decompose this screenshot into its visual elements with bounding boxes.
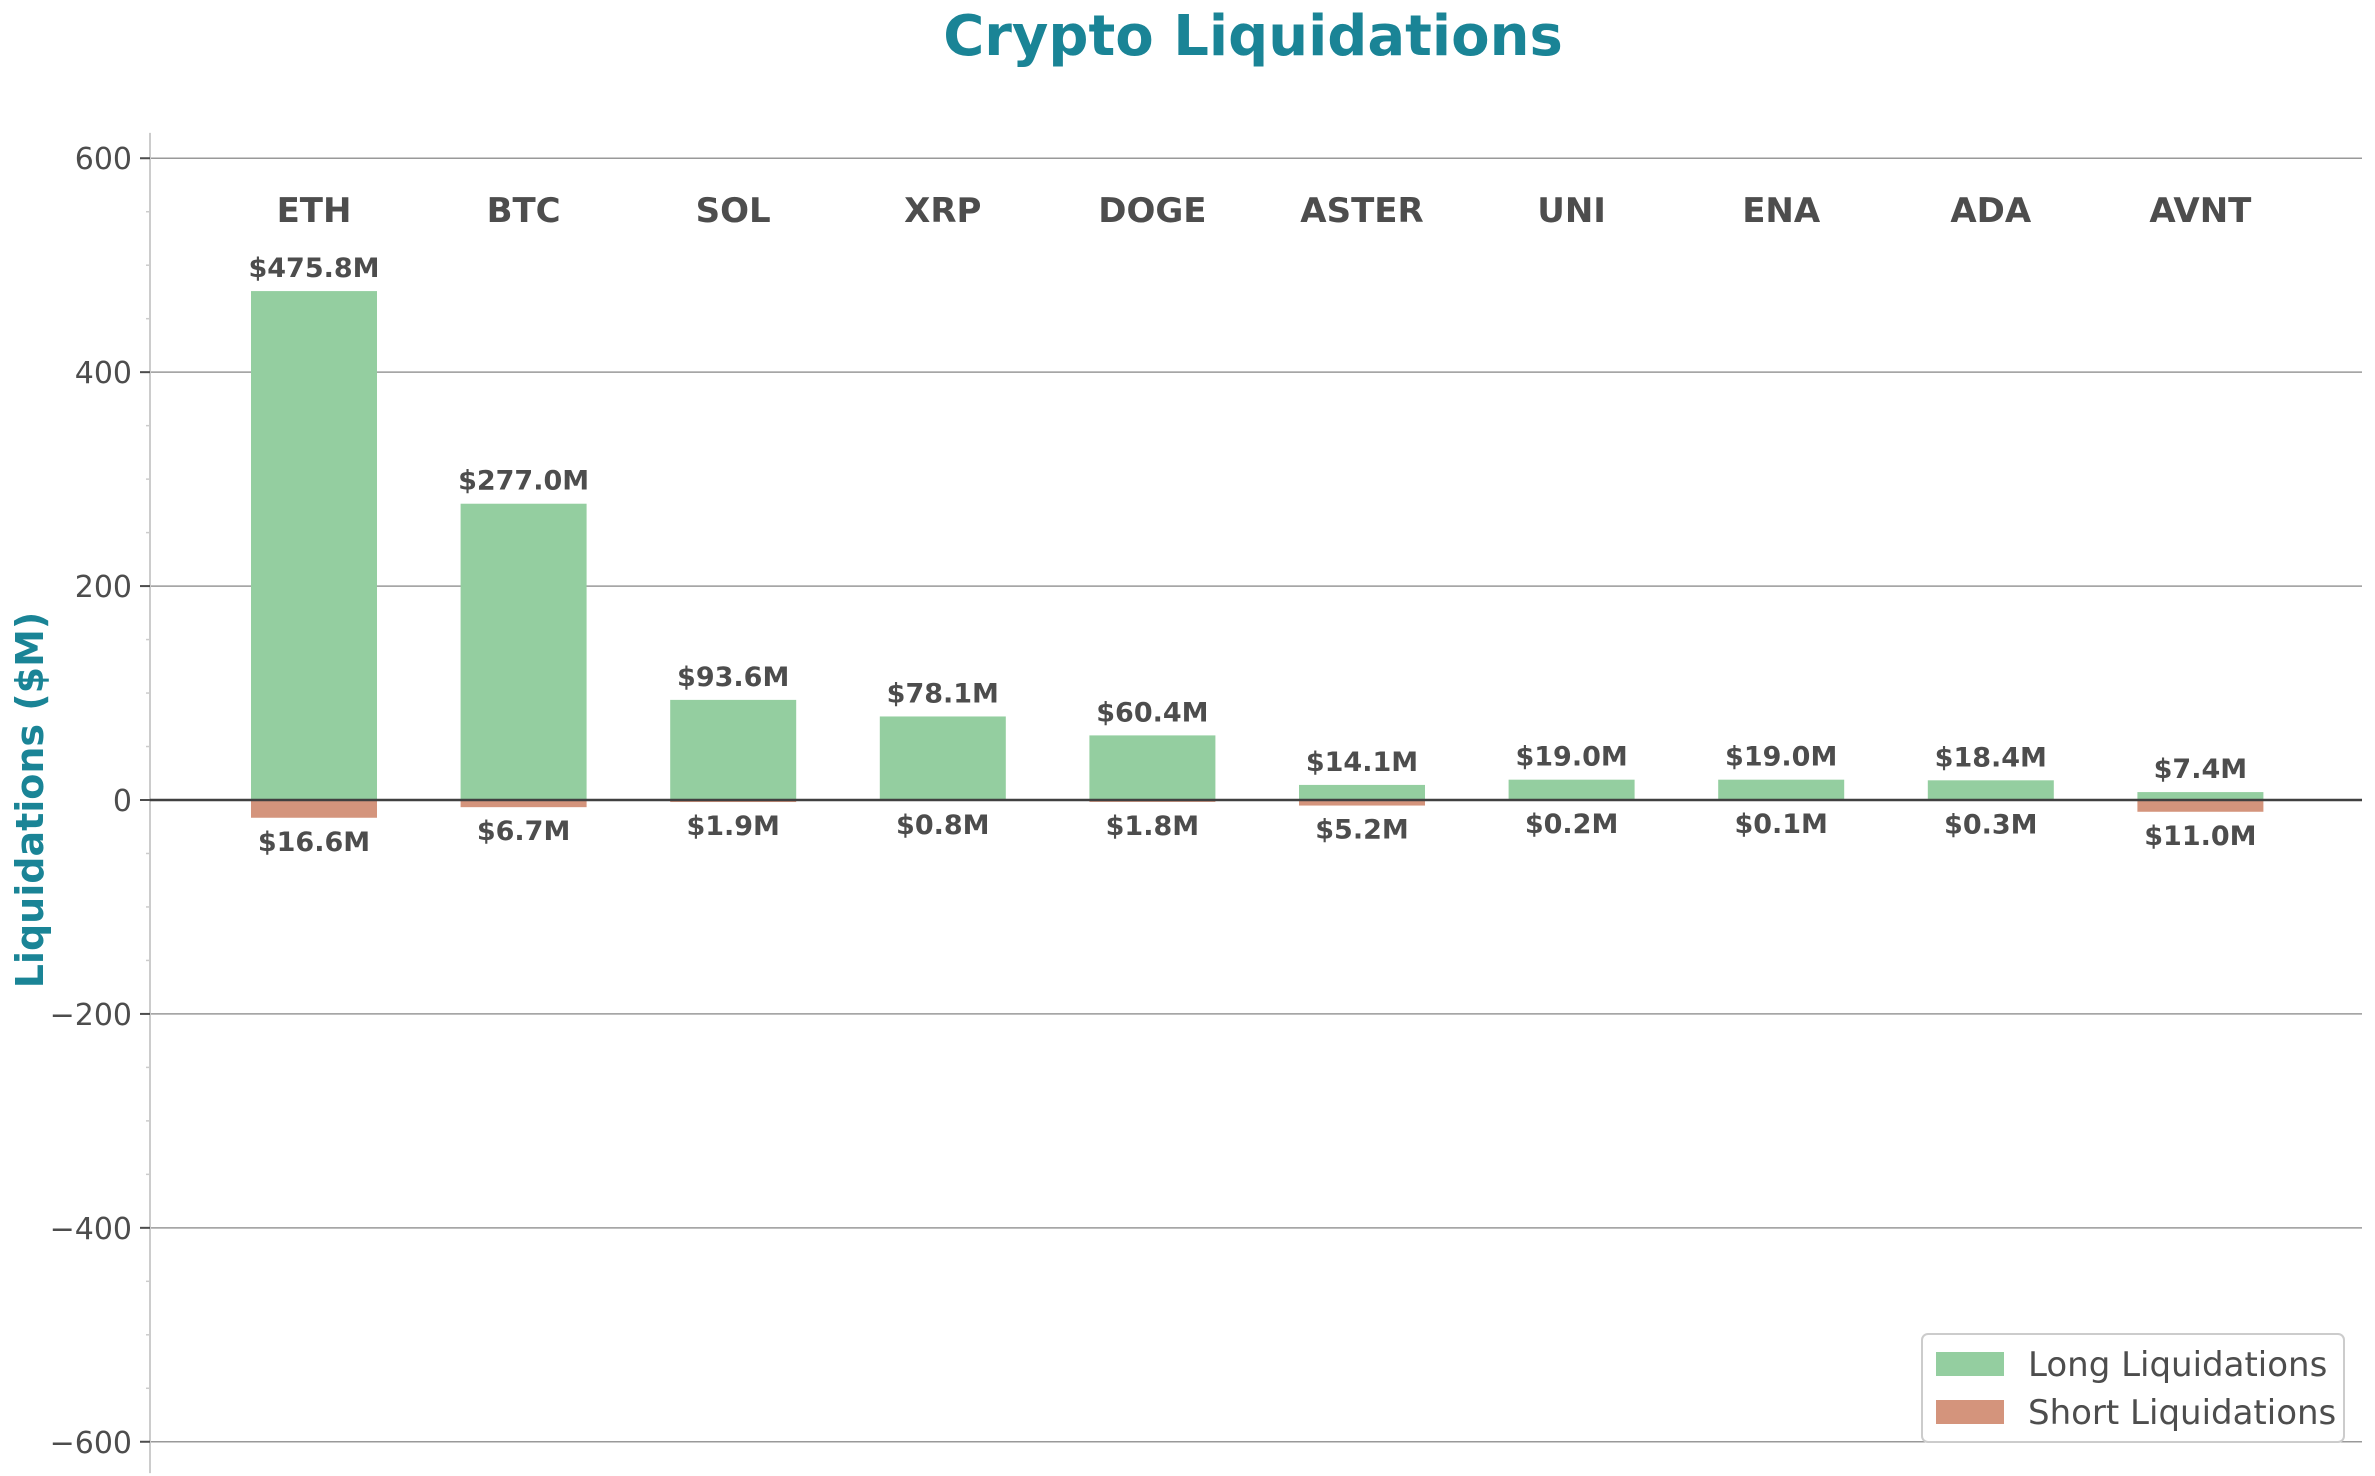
category-label: ASTER [1300, 191, 1423, 231]
legend-swatch-short [1936, 1400, 2004, 1424]
category-label: ENA [1742, 191, 1821, 231]
long-value-label: $19.0M [1515, 742, 1627, 773]
short-value-label: $16.6M [258, 827, 370, 858]
y-tick-label: 400 [75, 356, 132, 391]
long-value-label: $60.4M [1096, 697, 1208, 728]
category-label: AVNT [2149, 191, 2252, 231]
y-axis-label: Liquidations ($M) [8, 612, 52, 989]
short-bar [1299, 800, 1425, 806]
short-value-label: $5.2M [1315, 815, 1409, 846]
y-tick-label: −600 [50, 1426, 132, 1461]
long-bar [879, 716, 1006, 800]
long-bar [1089, 735, 1216, 800]
y-tick-label: −400 [50, 1212, 132, 1247]
legend: Long Liquidations Short Liquidations [1921, 1333, 2345, 1443]
category-label: ETH [277, 191, 352, 231]
long-bar [1718, 779, 1845, 800]
short-value-label: $0.8M [896, 810, 990, 841]
long-value-label: $475.8M [248, 253, 379, 284]
long-bar [1299, 784, 1425, 800]
long-value-label: $93.6M [677, 662, 789, 693]
legend-box [1921, 1333, 2345, 1443]
short-value-label: $6.7M [477, 816, 571, 847]
y-tick-label: −200 [50, 998, 132, 1033]
long-value-label: $7.4M [2154, 754, 2248, 785]
short-bar [460, 800, 587, 808]
category-label: BTC [487, 191, 561, 231]
long-value-label: $277.0M [458, 466, 589, 497]
long-value-label: $78.1M [887, 678, 999, 709]
long-value-label: $18.4M [1935, 742, 2047, 773]
y-tick-label: 200 [75, 570, 132, 605]
chart-title: Crypto Liquidations [943, 4, 1563, 69]
legend-swatch-long [1936, 1352, 2004, 1376]
short-value-label: $1.9M [686, 811, 780, 842]
category-label: XRP [904, 191, 981, 231]
short-value-label: $0.3M [1944, 809, 2038, 840]
short-value-label: $11.0M [2144, 821, 2256, 852]
category-label: SOL [696, 191, 771, 231]
long-bar [251, 291, 377, 800]
long-bar [670, 699, 797, 800]
value-labels: ETH $475.8M $16.6M BTC $277.0M $6.7M SOL $93.6M… [248, 191, 2256, 858]
y-tick-label: 600 [75, 142, 132, 177]
long-bar [1508, 779, 1635, 800]
category-label: UNI [1537, 191, 1606, 231]
long-bar [460, 503, 587, 800]
short-bar [251, 800, 377, 818]
y-tick-label: 0 [113, 784, 132, 819]
short-value-label: $0.2M [1525, 809, 1619, 840]
short-value-label: $1.8M [1106, 811, 1200, 842]
long-value-label: $14.1M [1306, 747, 1418, 778]
short-value-label: $0.1M [1734, 809, 1828, 840]
category-label: ADA [1950, 191, 2032, 231]
bars [150, 291, 2362, 818]
category-label: DOGE [1098, 191, 1206, 231]
short-bar [2137, 800, 2264, 812]
long-bar [1927, 780, 2054, 800]
legend-label-long: Long Liquidations [2028, 1345, 2327, 1385]
long-value-label: $19.0M [1725, 742, 1837, 773]
long-bar [2137, 792, 2264, 800]
legend-label-short: Short Liquidations [2028, 1393, 2336, 1433]
y-axis: −600 −400 −200 0 200 400 600 [50, 132, 151, 1474]
